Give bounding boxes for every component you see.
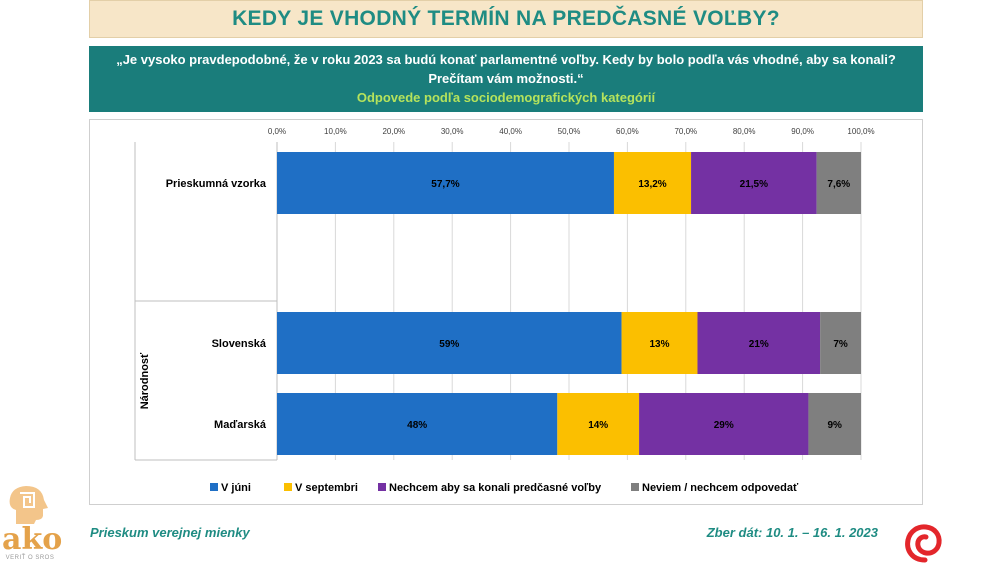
bar-segment — [277, 393, 558, 455]
bar-segment — [808, 393, 861, 455]
x-tick-label: 80,0% — [733, 127, 756, 136]
bar-value-label: 29% — [714, 420, 734, 431]
legend-label: V septembri — [295, 482, 358, 494]
category-label: Prieskumná vzorka — [166, 178, 267, 190]
bar-value-label: 13,2% — [638, 179, 666, 190]
bar-value-label: 21% — [749, 339, 769, 350]
bar-value-label: 48% — [407, 420, 427, 431]
bar-value-label: 57,7% — [431, 179, 459, 190]
bar-value-label: 13% — [650, 339, 670, 350]
x-tick-label: 90,0% — [791, 127, 814, 136]
category-label: Slovenská — [212, 338, 267, 350]
survey-label: Prieskum verejnej mienky — [90, 525, 250, 540]
bar-segment — [691, 152, 817, 214]
legend-swatch — [284, 483, 292, 491]
legend-label: Nechcem aby sa konali predčasné voľby — [389, 482, 602, 494]
bar-value-label: 7,6% — [827, 179, 850, 190]
stacked-bar-chart: 0,0% 10,0% 20,0% 30,0% 40,0% 50,0% 60,0% 70,0% 8… — [134, 127, 875, 494]
ako-logo: ako VERIŤ O SROS — [2, 484, 63, 566]
x-tick-label: 0,0% — [268, 127, 286, 136]
title-banner: KEDY JE VHODNÝ TERMÍN NA PREDČASNÉ VOĽBY… — [89, 0, 923, 38]
x-tick-label: 10,0% — [324, 127, 347, 136]
question-text-line1: „Je vysoko pravdepodobné, že v roku 2023… — [116, 52, 896, 67]
x-tick-label: 30,0% — [441, 127, 464, 136]
bar-value-label: 9% — [827, 420, 842, 431]
collection-dates: Zber dát: 10. 1. – 16. 1. 2023 — [706, 525, 878, 540]
legend-swatch — [210, 483, 218, 491]
x-tick-label: 60,0% — [616, 127, 639, 136]
question-banner: „Je vysoko pravdepodobné, že v roku 2023… — [89, 46, 923, 112]
legend-swatch — [378, 483, 386, 491]
question-text-line2: Prečítam vám možnosti.“ — [428, 71, 584, 86]
bar-value-label: 14% — [588, 420, 608, 431]
ako-logo-text: ako — [2, 522, 63, 557]
chart-frame: 0,0% 10,0% 20,0% 30,0% 40,0% 50,0% 60,0% 70,0% 8… — [89, 119, 923, 505]
x-tick-label: 20,0% — [382, 127, 405, 136]
bar-segment — [557, 393, 640, 455]
bar-segment — [639, 393, 809, 455]
bar-segment — [277, 312, 622, 374]
bar-value-label: 21,5% — [740, 179, 768, 190]
category-label: Maďarská — [214, 419, 267, 431]
bar-value-label: 59% — [439, 339, 459, 350]
legend-label: Neviem / nechcem odpovedať — [642, 482, 799, 494]
bar-segment — [613, 152, 692, 214]
bar-segment — [820, 312, 861, 374]
x-tick-label: 70,0% — [674, 127, 697, 136]
x-tick-label: 50,0% — [558, 127, 581, 136]
page-title: KEDY JE VHODNÝ TERMÍN NA PREDČASNÉ VOĽBY… — [232, 7, 780, 30]
group-label: Národnosť — [139, 352, 151, 409]
ako-logo-tagline: VERIŤ O SROS — [5, 555, 55, 561]
bar-segment — [816, 152, 861, 214]
ako-head-icon — [9, 486, 49, 524]
bar-segment — [277, 152, 614, 214]
x-tick-label: 40,0% — [499, 127, 522, 136]
bar-segment — [621, 312, 698, 374]
legend-swatch — [631, 483, 639, 491]
x-tick-label: 100,0% — [847, 127, 874, 136]
bar-value-label: 7% — [833, 339, 848, 350]
question-subtitle: Odpovede podľa sociodemografických kateg… — [356, 90, 656, 105]
spiral-logo-icon — [905, 524, 942, 563]
bar-segment — [697, 312, 821, 374]
legend-label: V júni — [221, 482, 251, 494]
